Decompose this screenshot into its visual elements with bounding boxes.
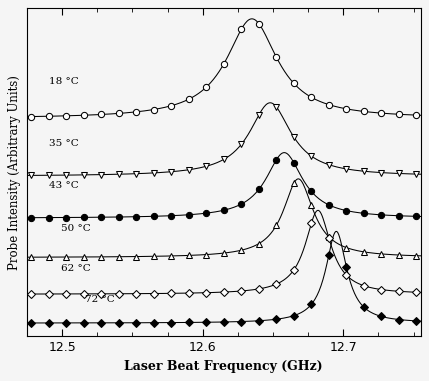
Text: 43 °C: 43 °C [49, 181, 79, 190]
Text: 35 °C: 35 °C [49, 139, 79, 148]
Text: 50 °C: 50 °C [60, 224, 91, 233]
Text: 62 °C: 62 °C [60, 264, 91, 272]
Y-axis label: Probe Intensity (Arbitrary Units): Probe Intensity (Arbitrary Units) [8, 75, 21, 270]
X-axis label: Laser Beat Frequency (GHz): Laser Beat Frequency (GHz) [124, 360, 323, 373]
Text: 72 °C: 72 °C [85, 295, 114, 304]
Text: 18 °C: 18 °C [49, 77, 79, 86]
